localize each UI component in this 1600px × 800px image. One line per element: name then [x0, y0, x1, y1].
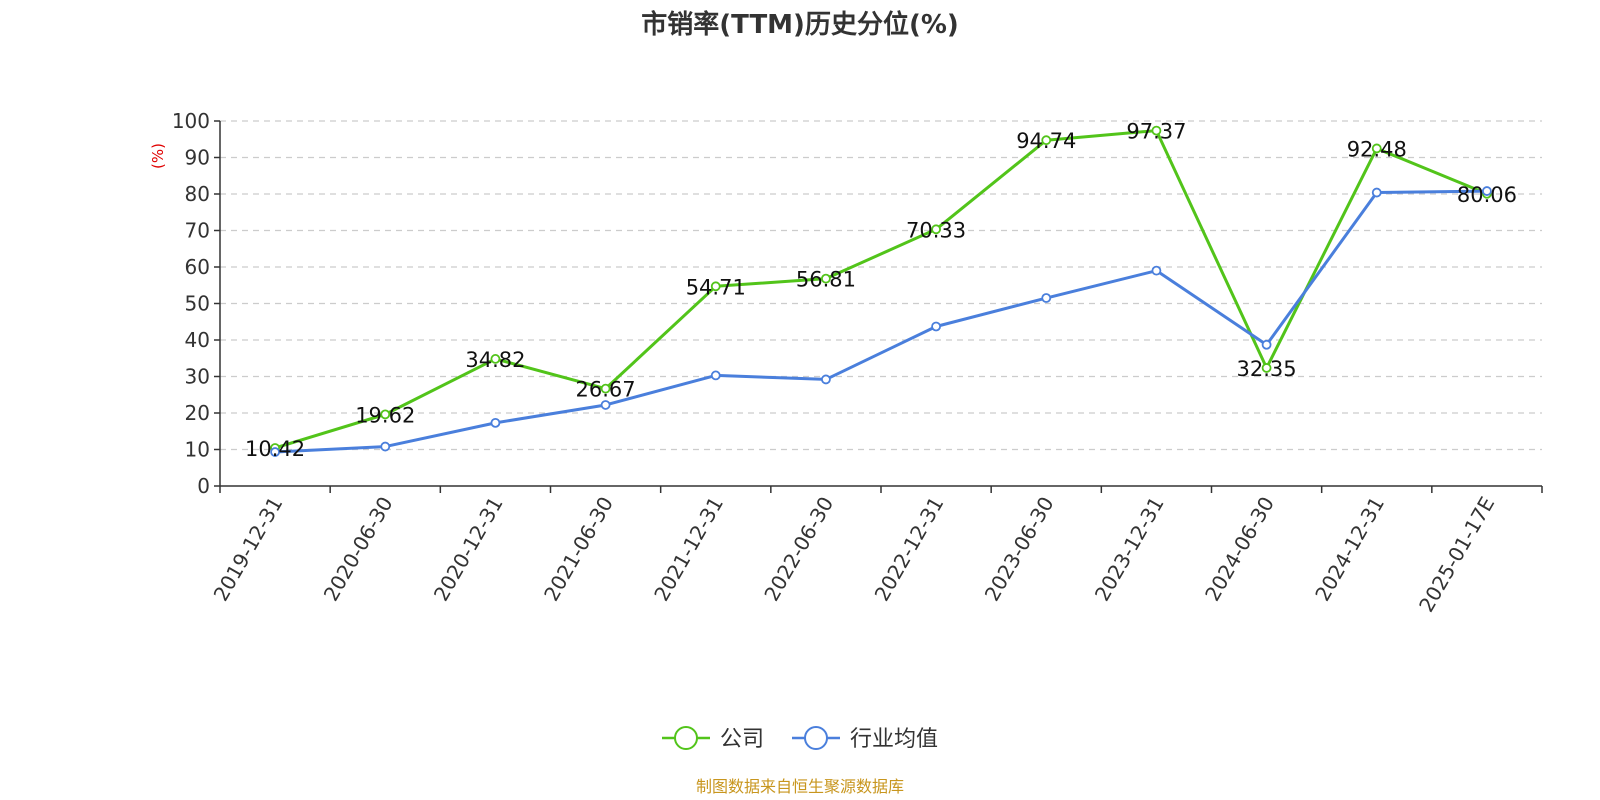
data-point-company[interactable] — [1151, 125, 1162, 136]
data-label-company: 54.71 — [686, 275, 746, 299]
data-labels: 10.42 19.62 34.82 26.67 54.71 56.81 70.33 94.74… — [245, 120, 1517, 461]
axes: 0 10 20 30 40 50 60 70 80 90 100 2019-12-31 2020-06-… — [172, 109, 1543, 617]
data-label-company: 34.82 — [465, 348, 525, 372]
y-tick-label: 0 — [197, 474, 210, 498]
chart-title: 市销率(TTM)历史分位(%) — [641, 9, 959, 40]
x-tick-label: 2023-12-31 — [1090, 493, 1169, 606]
y-tick-label: 20 — [185, 401, 210, 425]
data-point-company[interactable] — [490, 354, 501, 364]
data-point-company[interactable] — [1371, 143, 1382, 154]
data-source-note: 制图数据来自恒生聚源数据库 — [696, 777, 904, 796]
y-tick-label: 10 — [185, 438, 210, 462]
legend-label-company: 公司 — [720, 727, 764, 752]
data-label-company: 80.06 — [1457, 183, 1517, 207]
y-tick-label: 60 — [185, 255, 210, 279]
series-lines — [270, 125, 1492, 457]
data-point-company[interactable] — [710, 281, 721, 292]
data-label-company: 56.81 — [796, 268, 856, 292]
y-tick-label: 40 — [185, 328, 210, 352]
x-tick-label: 2020-06-30 — [319, 493, 398, 606]
data-point-industry[interactable] — [1041, 293, 1052, 303]
legend-industry-marker-icon — [804, 726, 828, 750]
legend-label-industry: 行业均值 — [850, 727, 938, 752]
series-line-industry — [275, 189, 1487, 454]
data-label-company: 32.35 — [1237, 357, 1297, 381]
data-point-company[interactable] — [600, 383, 611, 394]
y-axis-unit-label: (%) — [149, 143, 167, 169]
data-point-industry[interactable] — [931, 321, 941, 332]
legend-item-industry[interactable]: 行业均值 — [792, 726, 938, 752]
data-label-company: 94.74 — [1016, 129, 1076, 153]
x-tick-label: 2020-12-31 — [429, 493, 508, 606]
legend-company-marker-icon — [674, 726, 698, 750]
series-line-company — [274, 129, 1488, 450]
data-point-industry[interactable] — [380, 441, 391, 452]
data-label-company: 19.62 — [355, 403, 415, 427]
x-tick-label: 2021-06-30 — [539, 493, 618, 606]
data-label-company: 97.37 — [1126, 120, 1186, 144]
y-tick-label: 30 — [185, 365, 210, 389]
data-point-company[interactable] — [1041, 135, 1052, 146]
data-point-industry[interactable] — [1151, 265, 1162, 276]
y-tick-label: 70 — [185, 219, 210, 243]
y-tick-label: 80 — [185, 182, 210, 206]
data-point-company[interactable] — [821, 273, 831, 284]
data-point-industry[interactable] — [1371, 187, 1382, 198]
x-tick-label: 2021-12-31 — [649, 493, 728, 606]
x-tick-label: 2024-12-31 — [1310, 493, 1389, 606]
y-tick-label: 90 — [185, 146, 210, 170]
data-point-company[interactable] — [380, 409, 391, 420]
data-label-company: 70.33 — [906, 218, 966, 242]
legend: 公司 行业均值 — [662, 726, 938, 752]
x-tick-label: 2024-06-30 — [1200, 493, 1279, 606]
x-tick-label: 2023-06-30 — [980, 493, 1059, 606]
data-label-company: 10.42 — [245, 437, 305, 461]
data-point-industry[interactable] — [600, 400, 611, 410]
data-label-company: 26.67 — [576, 378, 636, 402]
data-point-company[interactable] — [1261, 363, 1272, 373]
data-point-industry[interactable] — [490, 417, 501, 428]
grid-lines — [220, 120, 1542, 451]
data-point-company[interactable] — [931, 224, 941, 235]
x-tick-label: 2025-01-17E — [1414, 493, 1499, 617]
x-tick-label: 2022-12-31 — [870, 493, 949, 606]
data-point-industry[interactable] — [710, 370, 721, 381]
data-label-company: 92.48 — [1347, 137, 1407, 161]
x-tick-label: 2022-06-30 — [759, 493, 838, 606]
y-tick-label: 50 — [185, 292, 210, 316]
x-tick-label: 2019-12-31 — [209, 493, 288, 606]
legend-item-company[interactable]: 公司 — [662, 726, 764, 752]
data-point-industry[interactable] — [1261, 339, 1272, 350]
data-point-industry[interactable] — [270, 447, 280, 457]
data-point-industry[interactable] — [821, 374, 831, 385]
data-point-industry[interactable] — [1482, 186, 1492, 196]
y-tick-label: 100 — [172, 109, 210, 133]
